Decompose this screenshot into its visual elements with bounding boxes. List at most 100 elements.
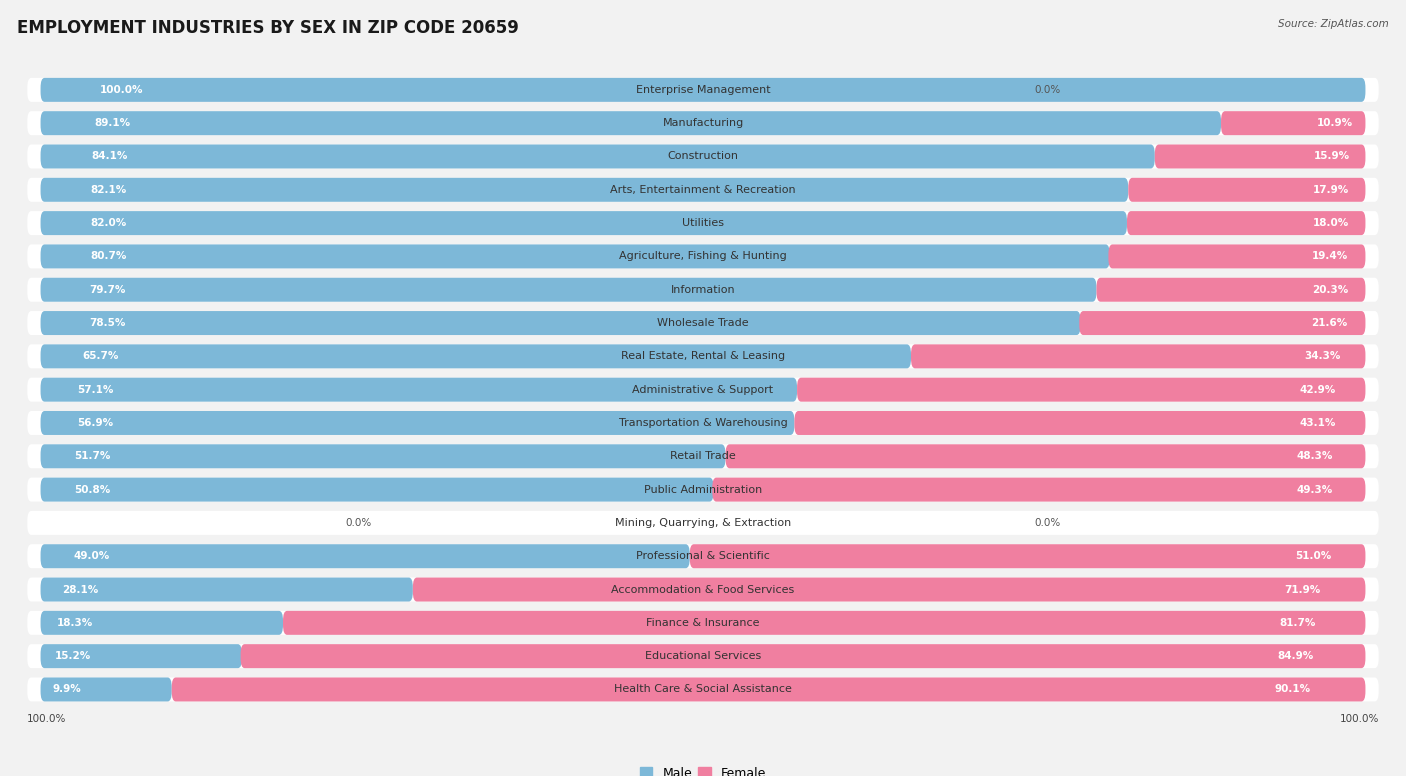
FancyBboxPatch shape — [27, 544, 1379, 568]
FancyBboxPatch shape — [1220, 111, 1365, 135]
Text: 84.1%: 84.1% — [91, 151, 128, 161]
FancyBboxPatch shape — [41, 477, 714, 501]
FancyBboxPatch shape — [27, 477, 1379, 501]
Text: 56.9%: 56.9% — [77, 418, 114, 428]
FancyBboxPatch shape — [713, 477, 1365, 501]
Text: Accommodation & Food Services: Accommodation & Food Services — [612, 584, 794, 594]
FancyBboxPatch shape — [690, 544, 1365, 568]
FancyBboxPatch shape — [41, 178, 1128, 202]
FancyBboxPatch shape — [27, 445, 1379, 468]
FancyBboxPatch shape — [1080, 311, 1365, 335]
FancyBboxPatch shape — [725, 445, 1365, 468]
Text: 90.1%: 90.1% — [1275, 684, 1310, 695]
Text: Utilities: Utilities — [682, 218, 724, 228]
Text: 80.7%: 80.7% — [90, 251, 127, 262]
FancyBboxPatch shape — [41, 644, 242, 668]
Text: Retail Trade: Retail Trade — [671, 452, 735, 461]
Text: Real Estate, Rental & Leasing: Real Estate, Rental & Leasing — [621, 352, 785, 362]
Text: 43.1%: 43.1% — [1299, 418, 1336, 428]
FancyBboxPatch shape — [911, 345, 1365, 369]
Text: 20.3%: 20.3% — [1312, 285, 1348, 295]
FancyBboxPatch shape — [41, 378, 797, 402]
Text: 28.1%: 28.1% — [62, 584, 98, 594]
Text: 100.0%: 100.0% — [100, 85, 143, 95]
Text: 50.8%: 50.8% — [75, 484, 110, 494]
Text: Arts, Entertainment & Recreation: Arts, Entertainment & Recreation — [610, 185, 796, 195]
FancyBboxPatch shape — [797, 378, 1365, 402]
Text: Manufacturing: Manufacturing — [662, 118, 744, 128]
Legend: Male, Female: Male, Female — [636, 762, 770, 776]
Text: Public Administration: Public Administration — [644, 484, 762, 494]
Text: 9.9%: 9.9% — [52, 684, 82, 695]
Text: 34.3%: 34.3% — [1305, 352, 1341, 362]
FancyBboxPatch shape — [27, 244, 1379, 268]
Text: 100.0%: 100.0% — [27, 714, 66, 724]
Text: 15.2%: 15.2% — [55, 651, 91, 661]
Text: Finance & Insurance: Finance & Insurance — [647, 618, 759, 628]
FancyBboxPatch shape — [27, 311, 1379, 335]
Text: 89.1%: 89.1% — [94, 118, 131, 128]
FancyBboxPatch shape — [41, 311, 1081, 335]
Text: Administrative & Support: Administrative & Support — [633, 385, 773, 395]
FancyBboxPatch shape — [41, 244, 1109, 268]
Text: Information: Information — [671, 285, 735, 295]
FancyBboxPatch shape — [27, 345, 1379, 369]
Text: 65.7%: 65.7% — [82, 352, 118, 362]
FancyBboxPatch shape — [41, 677, 172, 702]
Text: Mining, Quarrying, & Extraction: Mining, Quarrying, & Extraction — [614, 518, 792, 528]
Text: 84.9%: 84.9% — [1278, 651, 1313, 661]
FancyBboxPatch shape — [27, 611, 1379, 635]
FancyBboxPatch shape — [27, 144, 1379, 168]
Text: Wholesale Trade: Wholesale Trade — [657, 318, 749, 328]
Text: 49.3%: 49.3% — [1296, 484, 1333, 494]
FancyBboxPatch shape — [27, 378, 1379, 402]
Text: 79.7%: 79.7% — [90, 285, 125, 295]
Text: 0.0%: 0.0% — [346, 518, 371, 528]
Text: 42.9%: 42.9% — [1299, 385, 1336, 395]
FancyBboxPatch shape — [41, 278, 1097, 302]
FancyBboxPatch shape — [27, 511, 1379, 535]
Text: Educational Services: Educational Services — [645, 651, 761, 661]
Text: 81.7%: 81.7% — [1279, 618, 1316, 628]
FancyBboxPatch shape — [41, 544, 690, 568]
FancyBboxPatch shape — [27, 111, 1379, 135]
FancyBboxPatch shape — [41, 211, 1128, 235]
FancyBboxPatch shape — [1128, 211, 1365, 235]
FancyBboxPatch shape — [1097, 278, 1365, 302]
FancyBboxPatch shape — [794, 411, 1365, 435]
FancyBboxPatch shape — [27, 644, 1379, 668]
FancyBboxPatch shape — [27, 411, 1379, 435]
FancyBboxPatch shape — [41, 78, 1365, 102]
FancyBboxPatch shape — [413, 577, 1365, 601]
Text: 18.0%: 18.0% — [1313, 218, 1350, 228]
Text: EMPLOYMENT INDUSTRIES BY SEX IN ZIP CODE 20659: EMPLOYMENT INDUSTRIES BY SEX IN ZIP CODE… — [17, 19, 519, 37]
Text: 82.0%: 82.0% — [90, 218, 127, 228]
FancyBboxPatch shape — [1128, 178, 1365, 202]
FancyBboxPatch shape — [41, 445, 725, 468]
Text: Construction: Construction — [668, 151, 738, 161]
FancyBboxPatch shape — [240, 644, 1365, 668]
FancyBboxPatch shape — [283, 611, 1365, 635]
Text: Health Care & Social Assistance: Health Care & Social Assistance — [614, 684, 792, 695]
Text: 0.0%: 0.0% — [1035, 85, 1060, 95]
Text: 15.9%: 15.9% — [1315, 151, 1350, 161]
Text: 57.1%: 57.1% — [77, 385, 114, 395]
Text: Transportation & Warehousing: Transportation & Warehousing — [619, 418, 787, 428]
FancyBboxPatch shape — [27, 211, 1379, 235]
Text: 49.0%: 49.0% — [73, 551, 110, 561]
Text: Professional & Scientific: Professional & Scientific — [636, 551, 770, 561]
Text: 71.9%: 71.9% — [1285, 584, 1320, 594]
FancyBboxPatch shape — [1154, 144, 1365, 168]
Text: 0.0%: 0.0% — [1035, 518, 1060, 528]
FancyBboxPatch shape — [41, 345, 911, 369]
Text: 17.9%: 17.9% — [1313, 185, 1350, 195]
FancyBboxPatch shape — [1108, 244, 1365, 268]
FancyBboxPatch shape — [41, 144, 1154, 168]
FancyBboxPatch shape — [41, 111, 1220, 135]
FancyBboxPatch shape — [41, 611, 283, 635]
Text: 100.0%: 100.0% — [1340, 714, 1379, 724]
Text: Agriculture, Fishing & Hunting: Agriculture, Fishing & Hunting — [619, 251, 787, 262]
Text: 21.6%: 21.6% — [1312, 318, 1347, 328]
FancyBboxPatch shape — [27, 677, 1379, 702]
Text: Enterprise Management: Enterprise Management — [636, 85, 770, 95]
